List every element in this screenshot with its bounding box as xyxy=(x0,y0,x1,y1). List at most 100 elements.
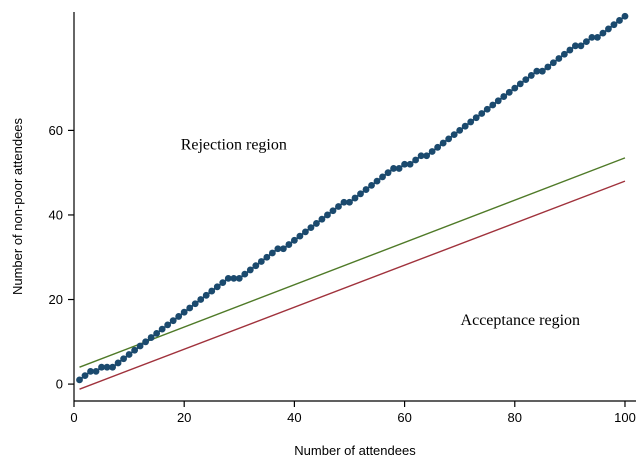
data-point xyxy=(268,249,276,257)
data-point xyxy=(395,165,403,172)
data-point xyxy=(390,165,397,172)
data-point xyxy=(373,177,381,185)
data-point xyxy=(142,338,150,346)
data-point xyxy=(202,291,210,299)
axes: 0 20 40 60 80 100 0 20 40 60 xyxy=(49,12,636,425)
data-point xyxy=(423,152,431,160)
x-tick-label: 100 xyxy=(614,410,636,425)
region-annotations: Rejection region Acceptance region xyxy=(181,136,580,328)
data-point xyxy=(98,363,105,371)
data-point xyxy=(368,181,375,189)
data-point xyxy=(114,359,122,367)
data-point xyxy=(555,55,563,62)
data-point xyxy=(103,363,111,371)
y-tick-label: 20 xyxy=(49,292,63,307)
data-point xyxy=(357,190,364,198)
data-point xyxy=(153,329,161,337)
x-tick-label: 20 xyxy=(177,410,191,425)
data-point xyxy=(164,321,172,329)
data-point xyxy=(566,46,574,54)
data-point xyxy=(169,317,177,325)
data-series xyxy=(76,12,629,384)
data-point xyxy=(263,253,271,261)
data-point xyxy=(346,198,353,206)
data-point xyxy=(307,224,315,232)
data-point xyxy=(412,156,420,164)
upper-line xyxy=(79,157,626,368)
data-point xyxy=(324,211,331,219)
data-point xyxy=(224,274,232,282)
data-point xyxy=(246,266,254,274)
data-point xyxy=(279,245,287,253)
lower-line xyxy=(79,180,626,390)
data-point xyxy=(571,42,579,50)
data-point xyxy=(522,76,530,84)
data-point xyxy=(456,126,464,134)
data-point xyxy=(147,334,155,341)
data-point xyxy=(489,101,497,109)
data-point xyxy=(213,283,221,291)
data-point xyxy=(610,21,618,29)
data-point xyxy=(235,274,243,282)
data-point xyxy=(180,308,188,316)
data-point xyxy=(467,118,475,126)
data-point xyxy=(158,325,166,333)
data-point xyxy=(340,198,348,206)
data-point xyxy=(302,228,309,236)
data-point xyxy=(384,169,392,177)
data-point xyxy=(120,355,127,363)
data-point xyxy=(428,148,436,155)
data-point xyxy=(230,274,238,282)
data-point xyxy=(505,88,513,96)
data-point xyxy=(329,207,337,215)
data-point xyxy=(605,25,612,33)
data-point xyxy=(197,296,205,303)
data-point xyxy=(362,186,370,193)
data-point xyxy=(274,245,282,253)
x-ticks: 0 20 40 60 80 100 xyxy=(70,401,636,425)
data-point xyxy=(351,194,359,202)
series-line xyxy=(78,15,626,381)
data-point xyxy=(527,72,535,79)
data-point xyxy=(417,152,425,160)
data-point xyxy=(560,50,568,58)
x-tick-label: 0 xyxy=(70,410,77,425)
data-point xyxy=(544,63,552,71)
data-point xyxy=(208,287,216,295)
data-point xyxy=(434,143,442,151)
data-point xyxy=(252,262,260,270)
data-point xyxy=(313,220,320,227)
data-point xyxy=(577,42,585,50)
data-point xyxy=(76,376,83,384)
data-point xyxy=(478,110,486,117)
data-point xyxy=(588,33,596,41)
data-point xyxy=(257,258,265,265)
data-point xyxy=(616,17,623,24)
data-point xyxy=(461,122,469,130)
data-point xyxy=(109,363,116,371)
rejection-region-label: Rejection region xyxy=(181,136,287,153)
x-tick-label: 80 xyxy=(508,410,522,425)
reference-lines xyxy=(79,157,626,390)
data-point xyxy=(472,114,480,122)
y-tick-label: 40 xyxy=(49,207,63,222)
data-point xyxy=(621,12,629,20)
data-point xyxy=(511,84,519,92)
data-point xyxy=(335,203,342,210)
x-tick-label: 60 xyxy=(397,410,411,425)
data-point xyxy=(87,368,94,375)
data-point xyxy=(290,236,298,244)
data-point xyxy=(500,93,508,100)
data-point xyxy=(599,29,607,37)
x-tick-label: 40 xyxy=(287,410,301,425)
data-point xyxy=(549,59,557,67)
data-point xyxy=(538,67,546,75)
y-axis-title: Number of non-poor attendees xyxy=(10,117,25,295)
data-point xyxy=(483,105,491,113)
data-point xyxy=(136,342,144,350)
data-point xyxy=(516,80,524,88)
data-point xyxy=(450,131,458,139)
data-point xyxy=(125,351,133,358)
y-tick-label: 60 xyxy=(49,123,63,138)
